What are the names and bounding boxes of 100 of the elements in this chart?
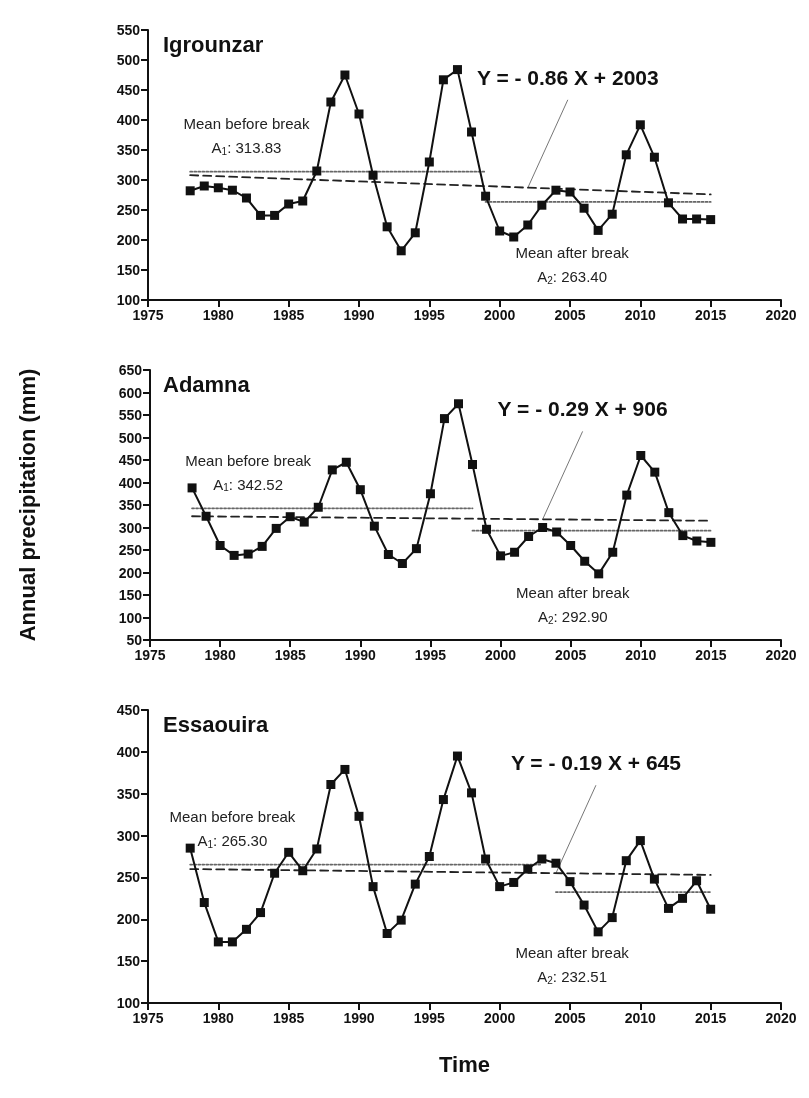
y-tick-label: 500 (118, 429, 143, 446)
point (341, 457, 351, 467)
x-tick-label: 2000 (484, 1010, 516, 1026)
point (185, 843, 195, 853)
point (243, 549, 253, 559)
point (382, 222, 392, 232)
x-tick-label: 1985 (273, 307, 305, 323)
point (706, 904, 716, 914)
point (270, 868, 280, 878)
x-tick-label: 1975 (132, 1010, 164, 1026)
annotation: Y = - 0.19 X + 645 (510, 751, 682, 775)
point (664, 508, 674, 518)
y-tick-label: 150 (116, 262, 141, 278)
point (439, 414, 449, 424)
point (537, 200, 547, 210)
y-tick-label: 200 (116, 232, 141, 248)
x-tick-label: 1985 (274, 647, 306, 663)
y-tick-label: 450 (116, 702, 141, 718)
y-tick-label: 250 (116, 202, 141, 218)
point (215, 541, 225, 550)
point (284, 847, 294, 857)
point (565, 187, 575, 197)
point (285, 512, 295, 522)
point (298, 866, 308, 876)
point (593, 225, 603, 235)
point (594, 569, 604, 579)
y-tick-label: 200 (116, 911, 141, 928)
x-tick-label: 1980 (202, 1010, 235, 1026)
point (649, 152, 659, 162)
y-tick-label: 100 (118, 609, 143, 626)
x-tick-label: 2010 (624, 307, 657, 323)
chart-title: Adamna (163, 371, 251, 397)
point (509, 877, 519, 887)
point (649, 874, 659, 884)
point (396, 915, 406, 925)
point (453, 399, 463, 409)
point (438, 795, 448, 805)
y-tick-label: 100 (116, 292, 141, 308)
y-tick-label: 350 (116, 142, 141, 158)
point (227, 937, 237, 947)
y-axis-title: Annual precipitation (mm) (14, 368, 40, 642)
point (678, 893, 688, 903)
y-tick-label: 550 (118, 407, 143, 423)
x-tick-label: 1990 (343, 1010, 375, 1026)
point (213, 937, 223, 947)
point (495, 226, 505, 236)
x-tick-label: 2000 (484, 307, 516, 323)
point (566, 541, 576, 550)
y-tick-label: 300 (118, 519, 143, 536)
point (509, 232, 519, 242)
point (452, 65, 462, 75)
y-tick-label: 650 (118, 362, 143, 378)
point (482, 524, 492, 534)
point (523, 864, 533, 874)
x-tick-label: 1995 (413, 307, 446, 323)
x-tick-label: 1985 (273, 1010, 305, 1026)
point (438, 75, 448, 85)
point (524, 532, 534, 541)
x-tick-label: 1975 (134, 647, 166, 663)
point (327, 465, 337, 475)
point (425, 489, 435, 499)
point (312, 166, 322, 176)
point (396, 246, 406, 256)
y-tick-label: 400 (116, 743, 141, 760)
point (185, 186, 195, 196)
point (579, 900, 589, 910)
point (706, 215, 716, 225)
x-tick-label: 2005 (554, 1010, 586, 1026)
x-tick-label: 2005 (554, 307, 586, 323)
point (551, 858, 561, 868)
y-tick-label: 500 (116, 52, 141, 68)
point (411, 544, 421, 554)
point (313, 502, 323, 512)
x-tick-label: 1990 (343, 307, 375, 323)
point (256, 210, 266, 220)
point (354, 811, 364, 821)
point (706, 537, 716, 547)
point (468, 460, 478, 469)
x-tick-label: 1975 (132, 307, 164, 323)
point (663, 198, 673, 208)
chart-title: Igrounzar (163, 31, 264, 57)
y-tick-label: 350 (118, 497, 143, 513)
point (326, 780, 336, 790)
y-tick-label: 450 (118, 452, 143, 468)
point (621, 150, 631, 160)
x-tick-label: 1980 (204, 647, 236, 663)
y-tick-label: 150 (118, 587, 143, 603)
x-tick-label: 2015 (695, 307, 727, 323)
x-tick-label: 2010 (624, 1010, 657, 1026)
point (678, 531, 688, 541)
point (229, 550, 239, 560)
point (271, 523, 281, 533)
point (187, 483, 197, 493)
annotation: Y = - 0.86 X + 2003 (476, 65, 659, 89)
point (312, 844, 322, 854)
point (481, 854, 491, 864)
point (369, 521, 379, 531)
point (467, 127, 477, 137)
point (607, 209, 617, 219)
point (227, 185, 237, 195)
